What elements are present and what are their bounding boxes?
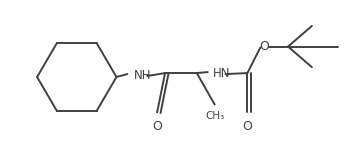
Text: NH: NH: [134, 69, 152, 82]
Text: O: O: [243, 120, 252, 133]
Text: HN: HN: [213, 67, 230, 80]
Text: O: O: [152, 120, 162, 133]
Text: CH₃: CH₃: [205, 111, 224, 121]
Text: O: O: [259, 40, 269, 53]
